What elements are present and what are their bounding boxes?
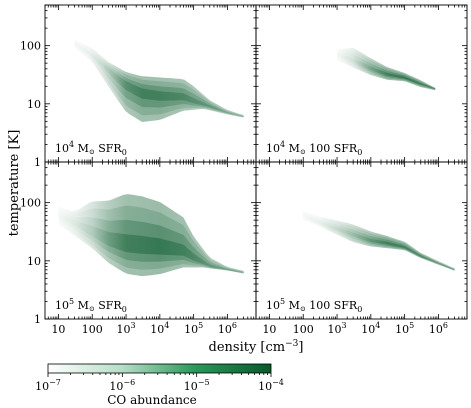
x-tick-label: 10	[262, 323, 276, 336]
y-tick-label: 1	[34, 313, 41, 326]
panel-2: 104 M⊙ 100 SFR0	[255, 4, 468, 163]
x-tick-label: 105	[395, 321, 414, 336]
panel-3-annotation: 105 M⊙ SFR0	[55, 297, 127, 314]
panel-1-density-layer	[74, 40, 244, 118]
x-axis-title: density [cm−3]	[209, 339, 304, 355]
x-tick-label: 106	[218, 321, 237, 336]
panel-3-density-cloud	[58, 194, 244, 277]
panel-2-frame	[255, 4, 468, 163]
panel-1-density-layer	[74, 41, 244, 118]
y-tick-label: 1	[34, 156, 41, 169]
panel-2-density-cloud	[337, 47, 436, 91]
panel-4: 10 100 103 104 105 106 105 M⊙ 100 SFR0	[255, 161, 468, 336]
x-tick-label: 100	[82, 323, 103, 336]
x-tick-label: 106	[429, 321, 448, 336]
panel-1: 1 10 100 104 M⊙ SFR0	[20, 4, 257, 169]
x-tick-label: 103	[327, 321, 346, 336]
colorbar-tick-label: 10−4	[258, 378, 284, 393]
x-tick-label: 100	[293, 323, 314, 336]
x-tick-label: 104	[150, 321, 169, 336]
panel-2-annotation: 104 M⊙ 100 SFR0	[266, 140, 362, 157]
panel-4-frame	[255, 161, 468, 320]
colorbar-label: CO abundance	[107, 393, 197, 407]
panel-2-density-layer	[337, 53, 436, 90]
panel-1-annotation: 104 M⊙ SFR0	[55, 140, 127, 157]
panel-4-density-layer	[303, 214, 455, 271]
x-tick-label: 10	[51, 323, 65, 336]
x-tick-label: 104	[361, 321, 380, 336]
colorbar-tick-label: 10−7	[35, 378, 61, 393]
colorbar-tick-label: 10−6	[109, 378, 135, 393]
y-tick-label: 100	[20, 40, 41, 53]
y-tick-label: 100	[20, 197, 41, 210]
y-tick-label: 10	[27, 255, 41, 268]
panel-3: 1 10 100 10 100 103 104 105 106 105 M⊙ SFR0	[20, 161, 257, 336]
y-tick-label: 10	[27, 98, 41, 111]
panel-4-annotation: 105 M⊙ 100 SFR0	[266, 297, 362, 314]
x-tick-label: 103	[116, 321, 135, 336]
panel-3-density-layer	[58, 213, 244, 273]
y-axis-title: temperature [K]	[7, 130, 22, 237]
colorbar-gradient	[47, 363, 272, 374]
panel-4-density-cloud	[303, 210, 455, 271]
colorbar-tick-label: 10−5	[184, 378, 210, 393]
x-tick-label: 105	[184, 321, 203, 336]
axis-labels: temperature [K] density [cm−3]	[7, 130, 303, 355]
panel-1-density-cloud	[74, 39, 244, 122]
colorbar: CO abundance 10−7 10−6 10−5 10−4	[35, 363, 284, 407]
